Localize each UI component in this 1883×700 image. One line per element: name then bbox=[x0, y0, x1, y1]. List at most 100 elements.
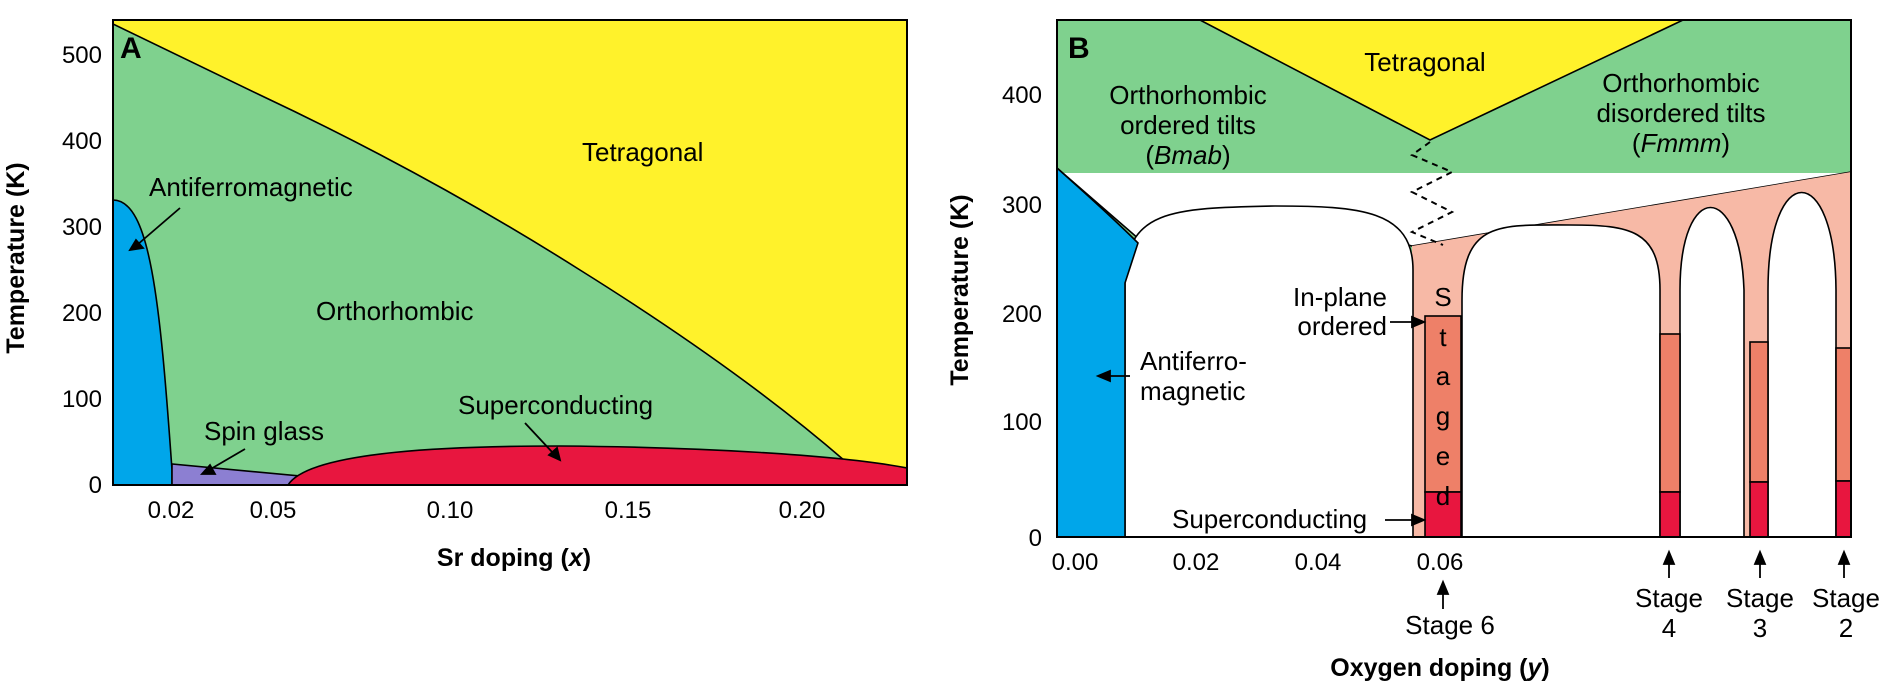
y-tick-a-400: 400 bbox=[62, 128, 102, 155]
arrow-spin-glass-a bbox=[208, 448, 246, 471]
arrowhead-spin-glass-a bbox=[199, 463, 217, 475]
stage-6-arrowhead bbox=[1436, 579, 1450, 595]
label-spin-glass-a: Spin glass bbox=[204, 416, 324, 446]
stage-4-label-bottom: 4 bbox=[1662, 613, 1676, 643]
x-ticks-b: 0.00 0.02 0.04 0.06 bbox=[1052, 549, 1464, 576]
superconducting-3 bbox=[1749, 481, 1769, 537]
x-tick-b-0.04: 0.04 bbox=[1295, 549, 1342, 576]
arrowhead-superconducting-b bbox=[1411, 513, 1427, 527]
label-orthorhombic-a: Orthorhombic bbox=[316, 296, 474, 326]
label-antiferromagnetic-a: Antiferromagnetic bbox=[149, 172, 353, 202]
staged-letter-g: g bbox=[1436, 401, 1450, 431]
stage-2-label-bottom: 2 bbox=[1839, 613, 1853, 643]
staged-letter-d: d bbox=[1436, 481, 1450, 511]
panel-a: A Tetragonal Orthorhombic Antiferromagne… bbox=[2, 19, 908, 572]
arrowhead-in-plane-ordered bbox=[1411, 315, 1427, 329]
y-tick-b-200: 200 bbox=[1002, 301, 1042, 328]
y-tick-a-0: 0 bbox=[89, 472, 102, 499]
plot-frame-b bbox=[1056, 19, 1852, 538]
label-antiferromagnetic-b-line2: magnetic bbox=[1140, 376, 1246, 406]
antiferromagnetic-region-b bbox=[1057, 166, 1139, 537]
y-tick-a-200: 200 bbox=[62, 300, 102, 327]
label-orthorhombic-disordered-line3: (Fmmm) bbox=[1632, 128, 1730, 158]
y-tick-a-300: 300 bbox=[62, 214, 102, 241]
staged-letter-s: S bbox=[1434, 282, 1451, 312]
x-tick-b-0.00: 0.00 bbox=[1052, 549, 1099, 576]
panel-b: B Tetragonal Orthorhombic ordered tilts … bbox=[946, 19, 1880, 682]
arrowhead-superconducting-a bbox=[547, 446, 562, 462]
staged-column-4 bbox=[1659, 333, 1681, 493]
label-tetragonal-b: Tetragonal bbox=[1364, 47, 1485, 77]
unordered-region-left-b bbox=[1124, 205, 1414, 537]
tetragonal-region-b bbox=[1199, 20, 1684, 141]
y-axis-label-b: Temperature (K) bbox=[946, 194, 974, 385]
staged-letters: S t a g e d bbox=[1434, 282, 1451, 511]
x-axis-label-a: Sr doping (x) bbox=[437, 544, 591, 572]
stage-4-label-top: Stage bbox=[1635, 583, 1703, 613]
arrow-antiferromagnetic-a bbox=[136, 207, 181, 246]
panel-label-b: B bbox=[1068, 32, 1090, 65]
orthorhombic-region-a bbox=[113, 23, 848, 485]
staged-letter-e: e bbox=[1436, 441, 1450, 471]
y-tick-a-100: 100 bbox=[62, 386, 102, 413]
superconducting-4 bbox=[1659, 491, 1681, 537]
arrowhead-antiferromagnetic-a bbox=[128, 238, 145, 252]
y-tick-b-100: 100 bbox=[1002, 409, 1042, 436]
superconducting-dome-a bbox=[287, 445, 907, 485]
stage-4-arrowhead bbox=[1662, 549, 1676, 565]
unordered-region-stage3-b bbox=[1679, 206, 1745, 537]
stage-6-label: Stage 6 bbox=[1405, 610, 1495, 640]
x-tick-a-0.15: 0.15 bbox=[605, 497, 652, 524]
arrows-b bbox=[1095, 315, 1427, 527]
y-tick-b-400: 400 bbox=[1002, 82, 1042, 109]
x-tick-b-0.02: 0.02 bbox=[1173, 549, 1220, 576]
unordered-region-mid-b bbox=[1461, 224, 1661, 537]
superconducting-6 bbox=[1424, 491, 1462, 537]
unordered-region-stage2-b bbox=[1767, 191, 1837, 537]
panel-label-a: A bbox=[120, 32, 142, 65]
stage-3-arrowhead bbox=[1753, 549, 1767, 565]
label-tetragonal-a: Tetragonal bbox=[582, 137, 703, 167]
y-tick-b-0: 0 bbox=[1029, 525, 1042, 552]
arrows-a bbox=[128, 207, 562, 475]
staged-column-2 bbox=[1835, 347, 1851, 482]
x-tick-a-0.05: 0.05 bbox=[250, 497, 297, 524]
label-orthorhombic-ordered-line1: Orthorhombic bbox=[1109, 80, 1267, 110]
y-ticks-b: 0 100 200 300 400 bbox=[1002, 82, 1042, 552]
stage-2-label-top: Stage bbox=[1812, 583, 1880, 613]
y-tick-a-500: 500 bbox=[62, 42, 102, 69]
plot-frame-a bbox=[112, 19, 908, 486]
stage-markers: Stage 6 Stage 4 Stage 3 Stage 2 bbox=[1405, 549, 1880, 643]
stage-2-arrowhead bbox=[1837, 549, 1851, 565]
label-orthorhombic-ordered-line3: (Bmab) bbox=[1145, 140, 1230, 170]
staged-letter-t: t bbox=[1439, 322, 1447, 352]
y-axis-label-a: Temperature (K) bbox=[2, 162, 30, 353]
y-tick-b-300: 300 bbox=[1002, 192, 1042, 219]
zigzag-transition-line bbox=[1409, 141, 1455, 246]
antiferromagnetic-region-a bbox=[113, 199, 173, 485]
label-superconducting-b: Superconducting bbox=[1172, 504, 1367, 534]
y-ticks-a: 0 100 200 300 400 500 bbox=[62, 42, 102, 499]
staged-column-3 bbox=[1749, 341, 1769, 483]
label-in-plane-ordered-line1: In-plane bbox=[1293, 282, 1387, 312]
label-orthorhombic-disordered-line2: disordered tilts bbox=[1596, 98, 1765, 128]
label-orthorhombic-ordered-line2: ordered tilts bbox=[1120, 110, 1256, 140]
arrowhead-antiferromagnetic-b bbox=[1095, 369, 1111, 383]
x-tick-a-0.10: 0.10 bbox=[427, 497, 474, 524]
stage-3-label-bottom: 3 bbox=[1753, 613, 1767, 643]
label-antiferromagnetic-b-line1: Antiferro- bbox=[1140, 346, 1247, 376]
stage-3-label-top: Stage bbox=[1726, 583, 1794, 613]
arrow-superconducting-a bbox=[524, 422, 554, 454]
label-orthorhombic-disordered-line1: Orthorhombic bbox=[1602, 68, 1760, 98]
label-superconducting-a: Superconducting bbox=[458, 390, 653, 420]
x-tick-b-0.06: 0.06 bbox=[1417, 549, 1464, 576]
label-in-plane-ordered-line2: ordered bbox=[1297, 311, 1387, 341]
staged-column-6 bbox=[1424, 315, 1462, 493]
x-tick-a-0.20: 0.20 bbox=[779, 497, 826, 524]
x-ticks-a: 0.02 0.05 0.10 0.15 0.20 bbox=[148, 497, 826, 524]
x-tick-a-0.02: 0.02 bbox=[148, 497, 195, 524]
x-axis-label-b: Oxygen doping (y) bbox=[1330, 654, 1549, 682]
staged-letter-a: a bbox=[1436, 361, 1451, 391]
superconducting-2 bbox=[1835, 480, 1851, 537]
